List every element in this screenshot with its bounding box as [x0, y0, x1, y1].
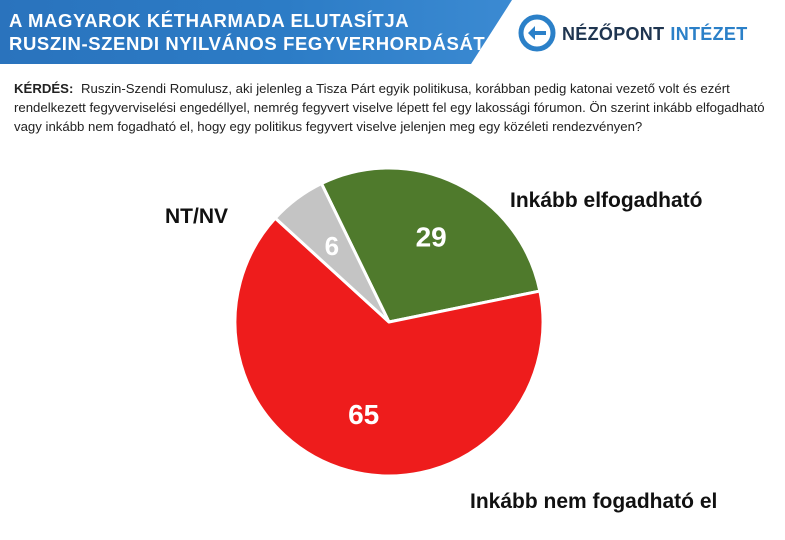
headline-line-2: RUSZIN-SZENDI NYILVÁNOS FEGYVERHORDÁSÁT	[9, 33, 486, 54]
question-label: KÉRDÉS:	[14, 81, 74, 96]
logo-wordmark: NÉZŐPONT INTÉZET	[562, 24, 748, 45]
pie-category-label-1: Inkább nem fogadható el	[470, 490, 717, 513]
headline: A MAGYAROK KÉTHARMADA ELUTASÍTJA RUSZIN-…	[9, 9, 489, 55]
pie-slices	[233, 166, 545, 478]
logo-word-nezopont: NÉZŐPONT	[562, 24, 665, 44]
pie-category-label-2: NT/NV	[165, 205, 228, 228]
survey-question: KÉRDÉS: Ruszin-Szendi Romulusz, aki jele…	[14, 79, 774, 136]
pie-slice-0	[319, 166, 542, 324]
logo-word-intezet: INTÉZET	[670, 24, 748, 44]
pie-value-label-2: 6	[325, 231, 339, 261]
pie-category-label-0: Inkább elfogadható	[510, 189, 703, 212]
header-title-band: A MAGYAROK KÉTHARMADA ELUTASÍTJA RUSZIN-…	[0, 0, 512, 64]
nezopont-logo-icon	[518, 14, 556, 52]
pie-slice-2	[273, 182, 391, 324]
pie-value-label-0: 29	[416, 221, 447, 252]
headline-line-1: A MAGYAROK KÉTHARMADA ELUTASÍTJA	[9, 10, 410, 31]
pie-slice-1	[233, 216, 545, 478]
pie-category-labels: Inkább elfogadható Inkább nem fogadható e…	[165, 189, 717, 513]
question-text: Ruszin-Szendi Romulusz, aki jelenleg a T…	[14, 81, 765, 134]
pie-value-labels: 29 65 6	[325, 221, 447, 430]
pie-value-label-1: 65	[348, 399, 379, 430]
header-banner: A MAGYAROK KÉTHARMADA ELUTASÍTJA RUSZIN-…	[0, 0, 785, 64]
